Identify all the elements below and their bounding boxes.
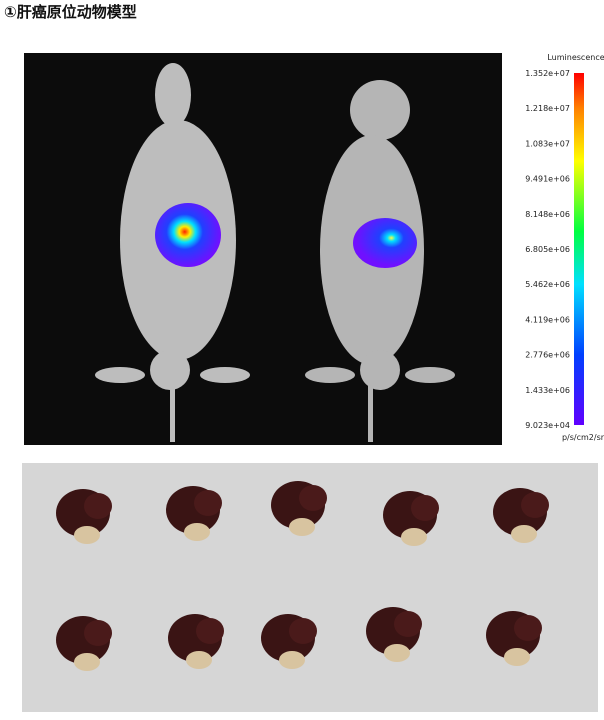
tumor — [74, 526, 100, 544]
colorbar-label: 9.023e+04 — [525, 421, 570, 430]
signal — [353, 218, 417, 268]
colorbar-label: 1.218e+07 — [525, 104, 570, 113]
colorbar-unit: p/s/cm2/sr — [562, 433, 604, 442]
tumor — [511, 525, 537, 543]
liver-lobe — [194, 490, 222, 516]
colorbar-label: 4.119e+06 — [525, 315, 570, 324]
liver-lobe — [521, 492, 549, 518]
liver-lobe — [394, 611, 422, 637]
colorbar-label: 2.776e+06 — [525, 351, 570, 360]
tumor — [384, 644, 410, 662]
colorbar-label: 1.433e+06 — [525, 386, 570, 395]
colorbar — [574, 73, 584, 425]
colorbar-title: Luminescence — [547, 53, 604, 62]
liver-lobe — [514, 615, 542, 641]
liver-lobe — [84, 620, 112, 646]
colorbar-label: 9.491e+06 — [525, 175, 570, 184]
colorbar-label: 5.462e+06 — [525, 280, 570, 289]
colorbar-label: 6.805e+06 — [525, 245, 570, 254]
colorbar-label: 1.352e+07 — [525, 69, 570, 78]
colorbar-label: 1.083e+07 — [525, 139, 570, 148]
liver-lobe — [196, 618, 224, 644]
bioluminescence-image — [24, 53, 502, 445]
tumor — [289, 518, 315, 536]
tumor — [184, 523, 210, 541]
livers — [56, 481, 549, 671]
tumor — [186, 651, 212, 669]
colorbar-label: 8.148e+06 — [525, 210, 570, 219]
liver-lobe — [84, 493, 112, 519]
tumor — [279, 651, 305, 669]
title: ①肝癌原位动物模型 — [4, 3, 137, 21]
tumor — [504, 648, 530, 666]
signal — [155, 203, 221, 267]
tumor — [74, 653, 100, 671]
liver-lobe — [289, 618, 317, 644]
liver-lobe — [299, 485, 327, 511]
liver-lobe — [411, 495, 439, 521]
tumor — [401, 528, 427, 546]
